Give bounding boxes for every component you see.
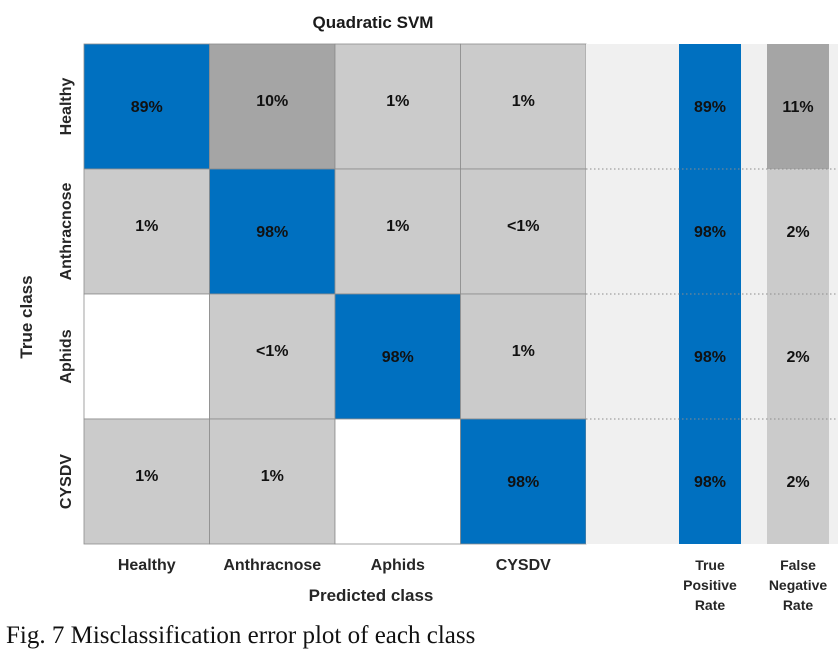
summary-cell-fnr-3 xyxy=(767,419,829,544)
summary-cell-fnr-1 xyxy=(767,169,829,294)
summary-cell-fnr-0 xyxy=(767,44,829,169)
summary-header-tpr-0: True xyxy=(695,557,725,573)
matrix-cell-0-3 xyxy=(460,43,587,170)
x-tick-labels: Healthy Anthracnose Aphids CYSDV xyxy=(118,557,551,574)
summary-label-fnr-3: 2% xyxy=(786,474,809,491)
summary-columns: 89% 98% 98% 98% True Positive Rate 11% 2% 2% 2% Fal… xyxy=(586,44,838,613)
summary-cell-tpr-2 xyxy=(679,294,741,419)
matrix-cell-3-2 xyxy=(334,418,461,545)
summary-label-tpr-3: 98% xyxy=(694,474,726,491)
matrix-cell-label-2-3: 1% xyxy=(512,343,535,360)
matrix-cell-3-1 xyxy=(209,418,336,545)
summary-label-fnr-2: 2% xyxy=(786,349,809,366)
matrix-cell-label-0-0: 89% xyxy=(131,99,163,116)
x-tick-label-3: CYSDV xyxy=(496,557,551,574)
matrix-cell-label-0-2: 1% xyxy=(386,93,409,110)
matrix-cell-3-0 xyxy=(83,418,210,545)
summary-label-fnr-1: 2% xyxy=(786,224,809,241)
y-tick-label-1: Anthracnose xyxy=(58,183,75,281)
y-tick-label-3: CYSDV xyxy=(58,454,75,509)
y-axis-title: True class xyxy=(17,275,36,358)
matrix-cell-3-3 xyxy=(460,418,587,545)
summary-header-tpr-1: Positive xyxy=(683,577,737,593)
y-tick-labels: Healthy Anthracnose Aphids CYSDV xyxy=(58,78,75,510)
matrix-cell-1-2 xyxy=(334,168,461,295)
matrix-cell-label-1-2: 1% xyxy=(386,218,409,235)
matrix-cell-label-2-1: <1% xyxy=(256,343,288,360)
matrix-cell-0-1 xyxy=(209,43,336,170)
summary-label-fnr-0: 11% xyxy=(782,99,813,116)
matrix-cell-1-1 xyxy=(209,168,336,295)
summary-cell-tpr-3 xyxy=(679,419,741,544)
x-tick-label-0: Healthy xyxy=(118,557,176,574)
matrix-cell-0-2 xyxy=(334,43,461,170)
matrix-cell-2-2 xyxy=(334,293,461,420)
summary-cell-tpr-0 xyxy=(679,44,741,169)
matrix-cell-2-0 xyxy=(83,293,210,420)
summary-header-fnr-0: False xyxy=(780,557,816,573)
y-tick-label-2: Aphids xyxy=(58,329,75,383)
summary-cell-tpr-1 xyxy=(679,169,741,294)
matrix-cell-label-1-0: 1% xyxy=(135,218,158,235)
matrix-cell-1-0 xyxy=(83,168,210,295)
chart-title: Quadratic SVM xyxy=(313,13,434,32)
summary-label-tpr-1: 98% xyxy=(694,224,726,241)
summary-header-fnr-2: Rate xyxy=(783,597,814,613)
matrix-cell-label-1-3: <1% xyxy=(507,218,539,235)
matrix-cell-label-3-3: 98% xyxy=(507,474,539,491)
matrix-cell-label-3-0: 1% xyxy=(135,468,158,485)
matrix-cell-label-0-1: 10% xyxy=(256,93,288,110)
summary-header-tpr-2: Rate xyxy=(695,597,726,613)
summary-cell-fnr-2 xyxy=(767,294,829,419)
summary-label-tpr-0: 89% xyxy=(694,99,726,116)
matrix-cell-0-0 xyxy=(83,43,210,170)
figure-caption: Fig. 7 Misclassification error plot of e… xyxy=(6,622,476,649)
x-axis-title: Predicted class xyxy=(309,586,434,605)
x-tick-label-1: Anthracnose xyxy=(223,557,321,574)
matrix-cell-label-2-2: 98% xyxy=(382,349,414,366)
matrix-cell-label-0-3: 1% xyxy=(512,93,535,110)
matrix-cell-label-3-1: 1% xyxy=(261,468,284,485)
summary-header-fnr-1: Negative xyxy=(769,577,828,593)
matrix-cell-label-1-1: 98% xyxy=(256,224,288,241)
summary-label-tpr-2: 98% xyxy=(694,349,726,366)
x-tick-label-2: Aphids xyxy=(371,557,425,574)
y-tick-label-0: Healthy xyxy=(58,78,75,136)
matrix-grid: 89% 10% 1% 1% 1% 98% 1% <1% <1% 98% 1% 1% 1% 98% xyxy=(83,43,587,545)
matrix-cell-1-3 xyxy=(460,168,587,295)
